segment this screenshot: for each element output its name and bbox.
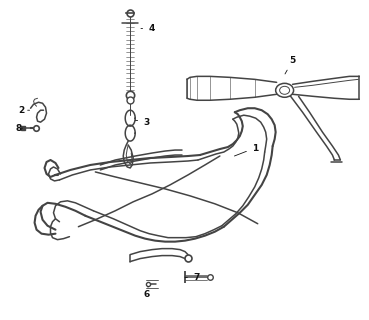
Text: 2: 2 bbox=[18, 106, 30, 115]
Text: 4: 4 bbox=[141, 24, 155, 33]
Text: 7: 7 bbox=[185, 273, 199, 282]
Text: 6: 6 bbox=[143, 286, 149, 299]
Text: 5: 5 bbox=[285, 56, 296, 74]
Text: 3: 3 bbox=[135, 118, 149, 127]
Text: 8: 8 bbox=[15, 124, 23, 132]
Text: 1: 1 bbox=[234, 144, 258, 156]
